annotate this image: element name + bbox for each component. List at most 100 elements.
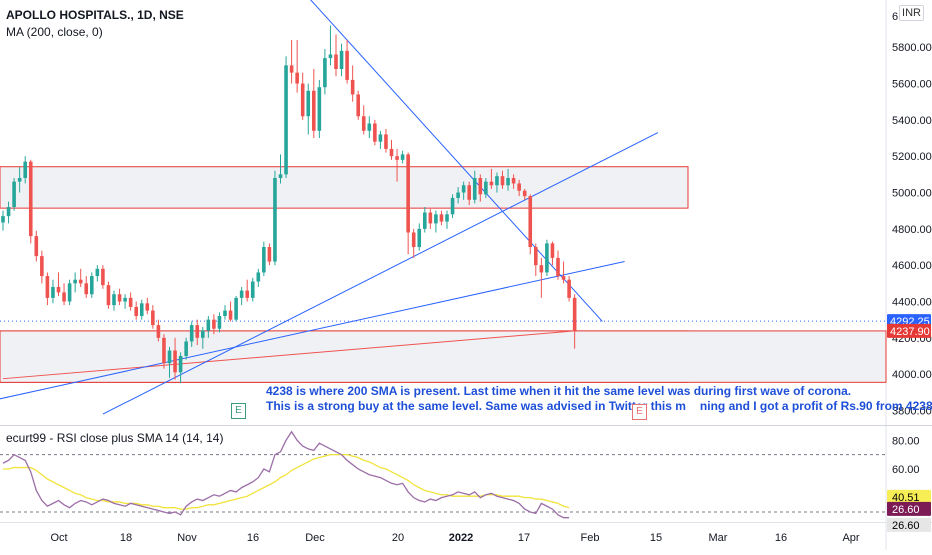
candle-body <box>417 228 422 248</box>
price-axis-label: 5600.00 <box>892 79 932 91</box>
candle-body <box>511 177 516 184</box>
candle-body <box>134 306 138 317</box>
ma-indicator-label[interactable]: MA (200, close, 0) <box>6 25 103 39</box>
price-axis-label: 5000.00 <box>892 188 932 200</box>
candle-body <box>90 276 94 295</box>
candle-body <box>17 177 22 182</box>
candle-body <box>495 176 499 186</box>
candle-body <box>439 214 444 222</box>
candle-body <box>56 286 61 293</box>
earnings-badge-icon[interactable]: E <box>632 404 647 420</box>
candle-body <box>228 310 233 320</box>
candle-body <box>234 297 238 320</box>
rsi-indicator-label[interactable]: ecurt99 - RSI close plus SMA 14 (14, 14) <box>6 431 224 445</box>
annotation-line-1: 4238 is where 200 SMA is present. Last t… <box>266 384 852 398</box>
candle-body <box>84 283 89 295</box>
candle-body <box>139 303 144 317</box>
candle-body <box>239 290 244 298</box>
candle-body <box>556 257 560 277</box>
candle-body <box>373 123 377 142</box>
candle-body <box>151 310 155 326</box>
annotation-line-2-b: ning and I got a profit of Rs.90 from 42… <box>699 399 932 413</box>
time-axis-label: Nov <box>177 532 197 544</box>
candle-body <box>73 279 77 284</box>
candle-body <box>500 176 505 186</box>
candle-body <box>178 355 183 373</box>
candle-body <box>262 247 266 273</box>
chart-annotation: 4238 is where 200 SMA is present. Last t… <box>266 384 932 414</box>
symbol-title[interactable]: APOLLO HOSPITALS., 1D, NSE <box>6 8 184 22</box>
candle-body <box>267 247 272 262</box>
price-axis-label: 4400.00 <box>892 296 932 308</box>
candle-body <box>23 161 27 178</box>
price-axis-badge <box>887 323 931 338</box>
candle-body <box>34 236 39 257</box>
time-axis-label: 15 <box>650 532 662 544</box>
rsi-value-badge <box>887 489 931 504</box>
candle-body <box>445 214 449 222</box>
candle-body <box>51 286 55 298</box>
time-axis-label: Oct <box>50 532 67 544</box>
currency-badge[interactable]: INR <box>899 5 924 21</box>
candle-body <box>550 243 555 258</box>
support-resistance-zone <box>0 166 689 209</box>
candle-body <box>506 177 510 186</box>
candle-body <box>40 256 44 277</box>
time-axis-label: Feb <box>581 532 600 544</box>
candle-body <box>384 134 388 149</box>
candle-body <box>561 276 566 280</box>
rsi-value-badge-label: 26.60 <box>892 504 920 516</box>
candle-body <box>356 94 360 117</box>
price-axis-label: 6 <box>892 11 898 23</box>
candle-body <box>489 181 494 186</box>
candle-body <box>95 268 100 277</box>
candle-body <box>78 279 83 284</box>
candle-body <box>123 297 127 302</box>
rsi-axis-label: 60.00 <box>892 464 920 476</box>
time-axis-label: 20 <box>392 532 404 544</box>
time-axis-label: 16 <box>775 532 787 544</box>
time-axis-label: Dec <box>305 532 325 544</box>
rsi-value-badge-label: 26.60 <box>892 520 920 532</box>
time-axis-label: Apr <box>842 532 859 544</box>
candle-body <box>484 181 488 195</box>
candle-body <box>306 90 311 117</box>
candle-body <box>517 183 521 191</box>
price-axis-label: 4600.00 <box>892 260 932 272</box>
candle-body <box>334 54 338 70</box>
price-axis-label: 5200.00 <box>892 151 932 163</box>
annotation-line-2: This is a strong buy at the same level. … <box>266 399 932 414</box>
candle-body <box>173 350 177 373</box>
candle-body <box>522 190 527 197</box>
candle-body <box>528 196 533 248</box>
candle-body <box>317 87 322 131</box>
candle-body <box>361 116 366 131</box>
rsi-axis-label: 80.00 <box>892 435 920 447</box>
candle-body <box>12 181 16 208</box>
candle-body <box>212 319 216 329</box>
candle-body <box>378 134 383 142</box>
candle-body <box>572 297 577 331</box>
candle-body <box>395 156 399 160</box>
candle-body <box>406 154 410 233</box>
time-axis-label: 17 <box>518 532 530 544</box>
candle-body <box>539 265 544 273</box>
candle-body <box>67 283 72 302</box>
candle-body <box>284 65 288 175</box>
candle-body <box>328 54 333 59</box>
candle-body <box>245 290 249 298</box>
candle-body <box>62 292 66 302</box>
earnings-badge-icon[interactable]: E <box>231 403 246 419</box>
candle-body <box>312 90 316 131</box>
ma200-line <box>2 330 575 380</box>
candle-body <box>289 65 294 73</box>
price-axis-label: 5800.00 <box>892 42 932 54</box>
rsi-sma-line <box>3 454 570 510</box>
candle-body <box>156 325 161 338</box>
candle-body <box>201 330 205 338</box>
candle-body <box>101 268 105 286</box>
candle-body <box>345 50 349 80</box>
candle-body <box>411 232 416 248</box>
time-axis-label: 16 <box>247 532 259 544</box>
